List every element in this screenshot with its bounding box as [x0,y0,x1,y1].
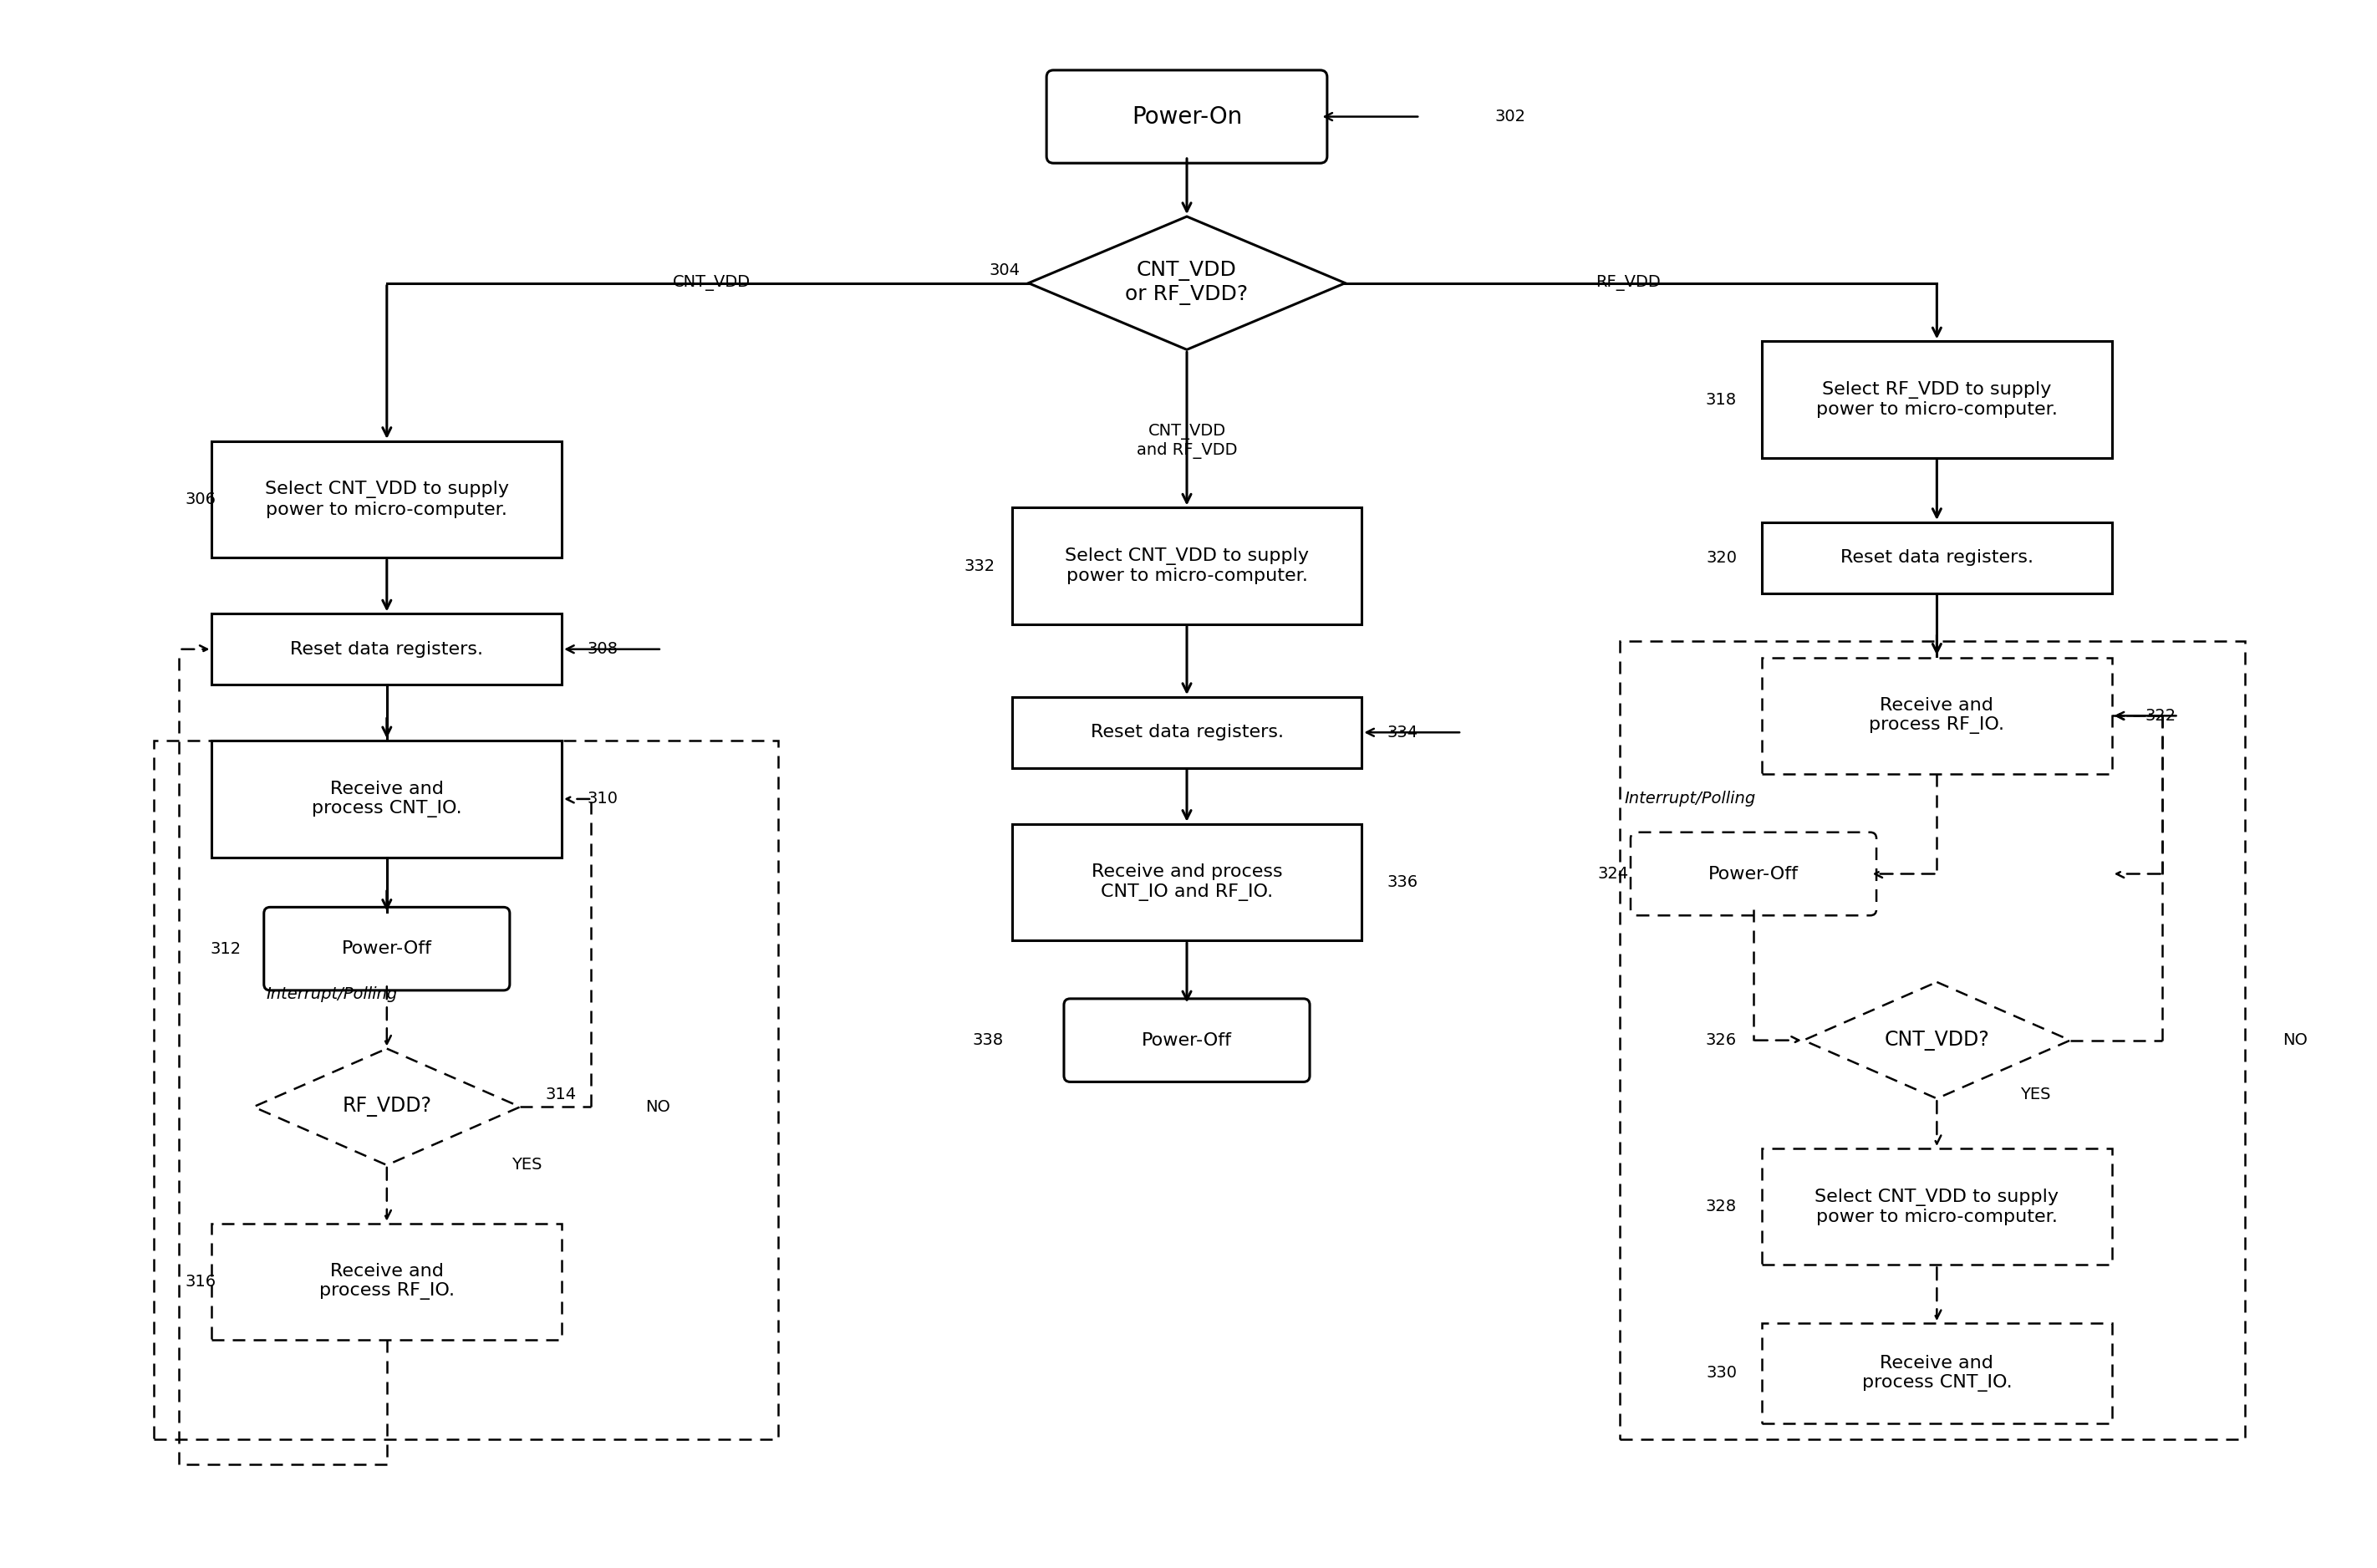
FancyBboxPatch shape [1046,71,1326,163]
Bar [212,1223,561,1339]
Bar [1761,1323,2111,1424]
FancyBboxPatch shape [264,908,509,991]
Text: YES: YES [511,1157,542,1173]
Text: 302: 302 [1495,108,1526,124]
Text: 330: 330 [1707,1366,1738,1381]
FancyBboxPatch shape [1631,833,1875,916]
Text: Select CNT_VDD to supply
power to micro-computer.: Select CNT_VDD to supply power to micro-… [264,481,509,517]
Text: Receive and
process RF_IO.: Receive and process RF_IO. [1868,698,2004,734]
Text: 308: 308 [587,641,618,657]
Text: NO: NO [2282,1032,2308,1049]
Text: 322: 322 [2144,707,2177,724]
Text: RF_VDD: RF_VDD [1595,274,1662,292]
Bar [1621,641,2246,1439]
Polygon shape [1029,216,1345,350]
Text: CNT_VDD
and RF_VDD: CNT_VDD and RF_VDD [1136,423,1236,459]
Text: Reset data registers.: Reset data registers. [1091,724,1284,740]
Text: 304: 304 [989,263,1020,279]
Text: Receive and
process RF_IO.: Receive and process RF_IO. [319,1264,454,1300]
Text: Power-On: Power-On [1131,105,1243,129]
Text: Select RF_VDD to supply
power to micro-computer.: Select RF_VDD to supply power to micro-c… [1816,381,2058,419]
Text: 332: 332 [965,558,996,574]
Text: Reset data registers.: Reset data registers. [290,641,483,657]
Text: 336: 336 [1386,875,1417,891]
Text: Reset data registers.: Reset data registers. [1840,549,2032,566]
Text: 318: 318 [1707,392,1738,408]
Bar [1761,657,2111,775]
Text: 320: 320 [1707,550,1738,566]
Text: 310: 310 [587,790,618,808]
Text: Interrupt/Polling: Interrupt/Polling [266,986,397,1002]
Text: 312: 312 [209,941,240,956]
Text: CNT_VDD?: CNT_VDD? [1885,1030,1990,1051]
Text: Receive and process
CNT_IO and RF_IO.: Receive and process CNT_IO and RF_IO. [1091,864,1281,900]
Bar [1013,698,1362,768]
Text: Select CNT_VDD to supply
power to micro-computer.: Select CNT_VDD to supply power to micro-… [1814,1189,2058,1225]
Text: 326: 326 [1707,1032,1738,1049]
Text: Power-Off: Power-Off [1141,1032,1231,1049]
Text: RF_VDD?: RF_VDD? [342,1098,433,1116]
Text: 306: 306 [185,491,216,508]
Text: Interrupt/Polling: Interrupt/Polling [1623,790,1757,808]
Text: 334: 334 [1386,724,1417,740]
Text: Receive and
process CNT_IO.: Receive and process CNT_IO. [1861,1355,2011,1392]
Polygon shape [254,1049,521,1165]
Text: Receive and
process CNT_IO.: Receive and process CNT_IO. [311,781,461,817]
Bar [1761,342,2111,458]
Text: 314: 314 [544,1087,575,1102]
Bar [1761,522,2111,593]
Text: Select CNT_VDD to supply
power to micro-computer.: Select CNT_VDD to supply power to micro-… [1065,547,1310,585]
Text: Power-Off: Power-Off [342,941,433,956]
Text: 338: 338 [972,1032,1003,1049]
Bar [212,740,561,858]
Text: CNT_VDD: CNT_VDD [673,274,751,292]
Bar [1013,823,1362,941]
Polygon shape [1804,982,2070,1099]
Text: CNT_VDD
or RF_VDD?: CNT_VDD or RF_VDD? [1124,260,1248,306]
Text: NO: NO [644,1099,670,1115]
Text: YES: YES [2020,1087,2051,1102]
Bar [212,613,561,685]
Text: 328: 328 [1707,1200,1738,1215]
Text: 324: 324 [1597,866,1628,881]
Bar [155,740,780,1439]
Text: 316: 316 [185,1273,216,1289]
Text: Power-Off: Power-Off [1709,866,1799,883]
Bar [1013,508,1362,624]
Bar [1761,1148,2111,1265]
FancyBboxPatch shape [1065,999,1310,1082]
Bar [212,441,561,558]
